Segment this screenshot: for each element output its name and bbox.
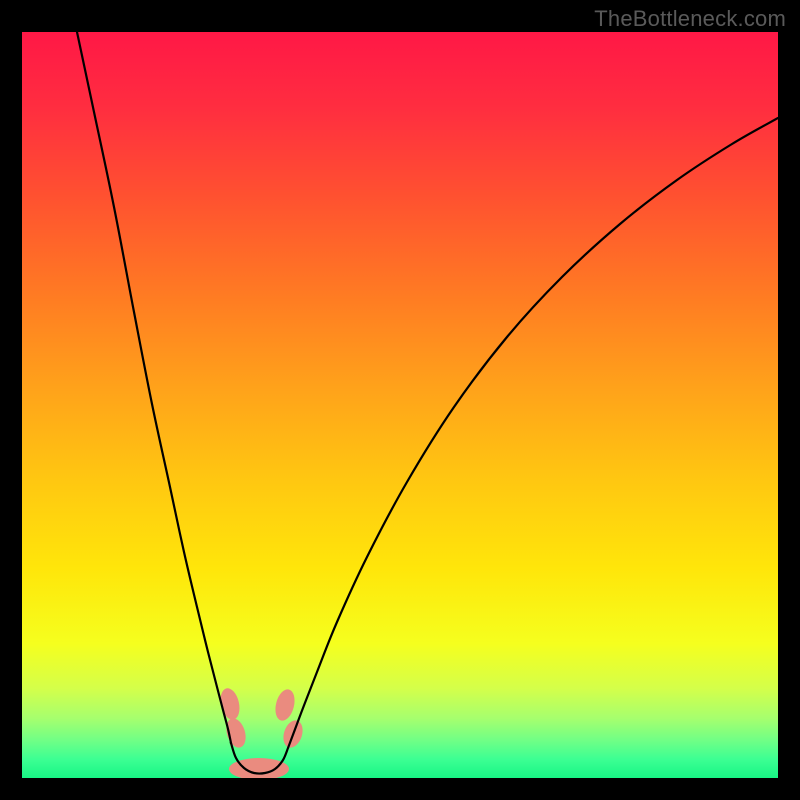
curve-layer <box>22 32 778 778</box>
bottleneck-v-curve <box>77 32 778 774</box>
watermark-text: TheBottleneck.com <box>594 6 786 32</box>
data-marker-2 <box>272 687 297 722</box>
plot-area <box>22 32 778 778</box>
data-markers-group <box>218 686 306 778</box>
